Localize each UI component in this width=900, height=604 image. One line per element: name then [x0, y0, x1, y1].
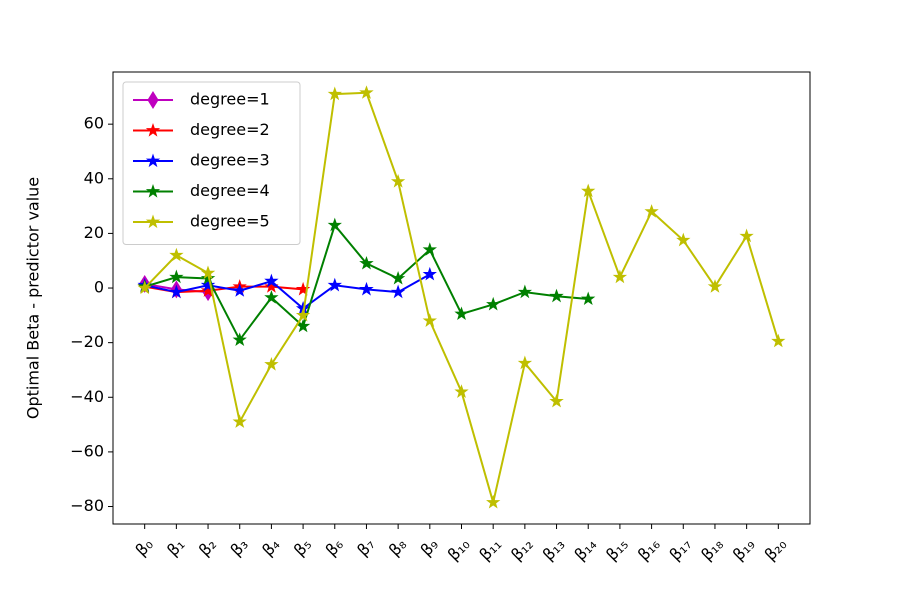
legend-box — [122, 81, 301, 245]
y-tick-label: −20 — [70, 332, 104, 351]
marker — [676, 232, 691, 247]
marker — [200, 277, 216, 292]
y-tick-label: 0 — [94, 278, 104, 297]
legend-label: degree=4 — [190, 181, 270, 200]
marker — [581, 183, 596, 198]
marker — [422, 266, 437, 281]
marker — [549, 288, 564, 303]
marker — [169, 284, 184, 299]
marker — [200, 265, 216, 280]
marker — [707, 279, 723, 293]
marker — [232, 414, 247, 428]
y-tick-label: 60 — [84, 114, 104, 133]
legend-marker — [145, 214, 161, 229]
marker — [454, 384, 469, 398]
marker — [327, 86, 342, 101]
marker — [264, 273, 279, 288]
marker — [295, 307, 311, 322]
marker — [390, 284, 406, 299]
marker — [232, 332, 247, 347]
series-line — [144, 273, 431, 310]
marker — [486, 296, 501, 311]
marker — [549, 393, 564, 408]
marker — [327, 277, 342, 292]
marker — [390, 173, 406, 188]
marker — [517, 355, 533, 370]
marker — [359, 281, 374, 296]
marker — [486, 494, 501, 509]
marker — [454, 306, 469, 321]
marker — [264, 356, 279, 371]
y-axis-label: Optimal Beta - predictor value — [24, 177, 43, 419]
legend-marker — [147, 91, 159, 109]
marker — [390, 270, 406, 285]
marker — [359, 256, 374, 270]
marker — [517, 284, 533, 299]
y-tick-label: −40 — [70, 387, 104, 406]
marker — [581, 291, 596, 306]
legend-marker — [145, 122, 161, 137]
marker — [359, 85, 374, 99]
legend-marker — [145, 183, 161, 198]
y-tick-label: 40 — [84, 168, 104, 187]
marker — [422, 242, 437, 256]
legend-label: degree=5 — [190, 212, 270, 231]
y-tick-label: −60 — [70, 441, 104, 460]
y-tick-label: 20 — [84, 223, 104, 242]
marker — [137, 280, 152, 295]
marker — [200, 271, 216, 285]
plot-frame — [112, 71, 811, 525]
legend-label: degree=3 — [190, 151, 270, 170]
marker — [169, 269, 184, 284]
legend-label: degree=2 — [190, 120, 270, 139]
marker — [422, 313, 437, 327]
marker — [612, 269, 628, 284]
legend-marker — [145, 153, 161, 168]
legend-label: degree=1 — [190, 90, 270, 109]
marker — [232, 283, 247, 297]
marker — [295, 318, 311, 333]
marker — [771, 333, 786, 348]
y-tick-label: −80 — [70, 496, 104, 515]
marker — [644, 204, 659, 218]
marker — [327, 217, 342, 232]
marker — [264, 290, 279, 304]
marker — [739, 228, 754, 243]
marker — [169, 247, 184, 262]
